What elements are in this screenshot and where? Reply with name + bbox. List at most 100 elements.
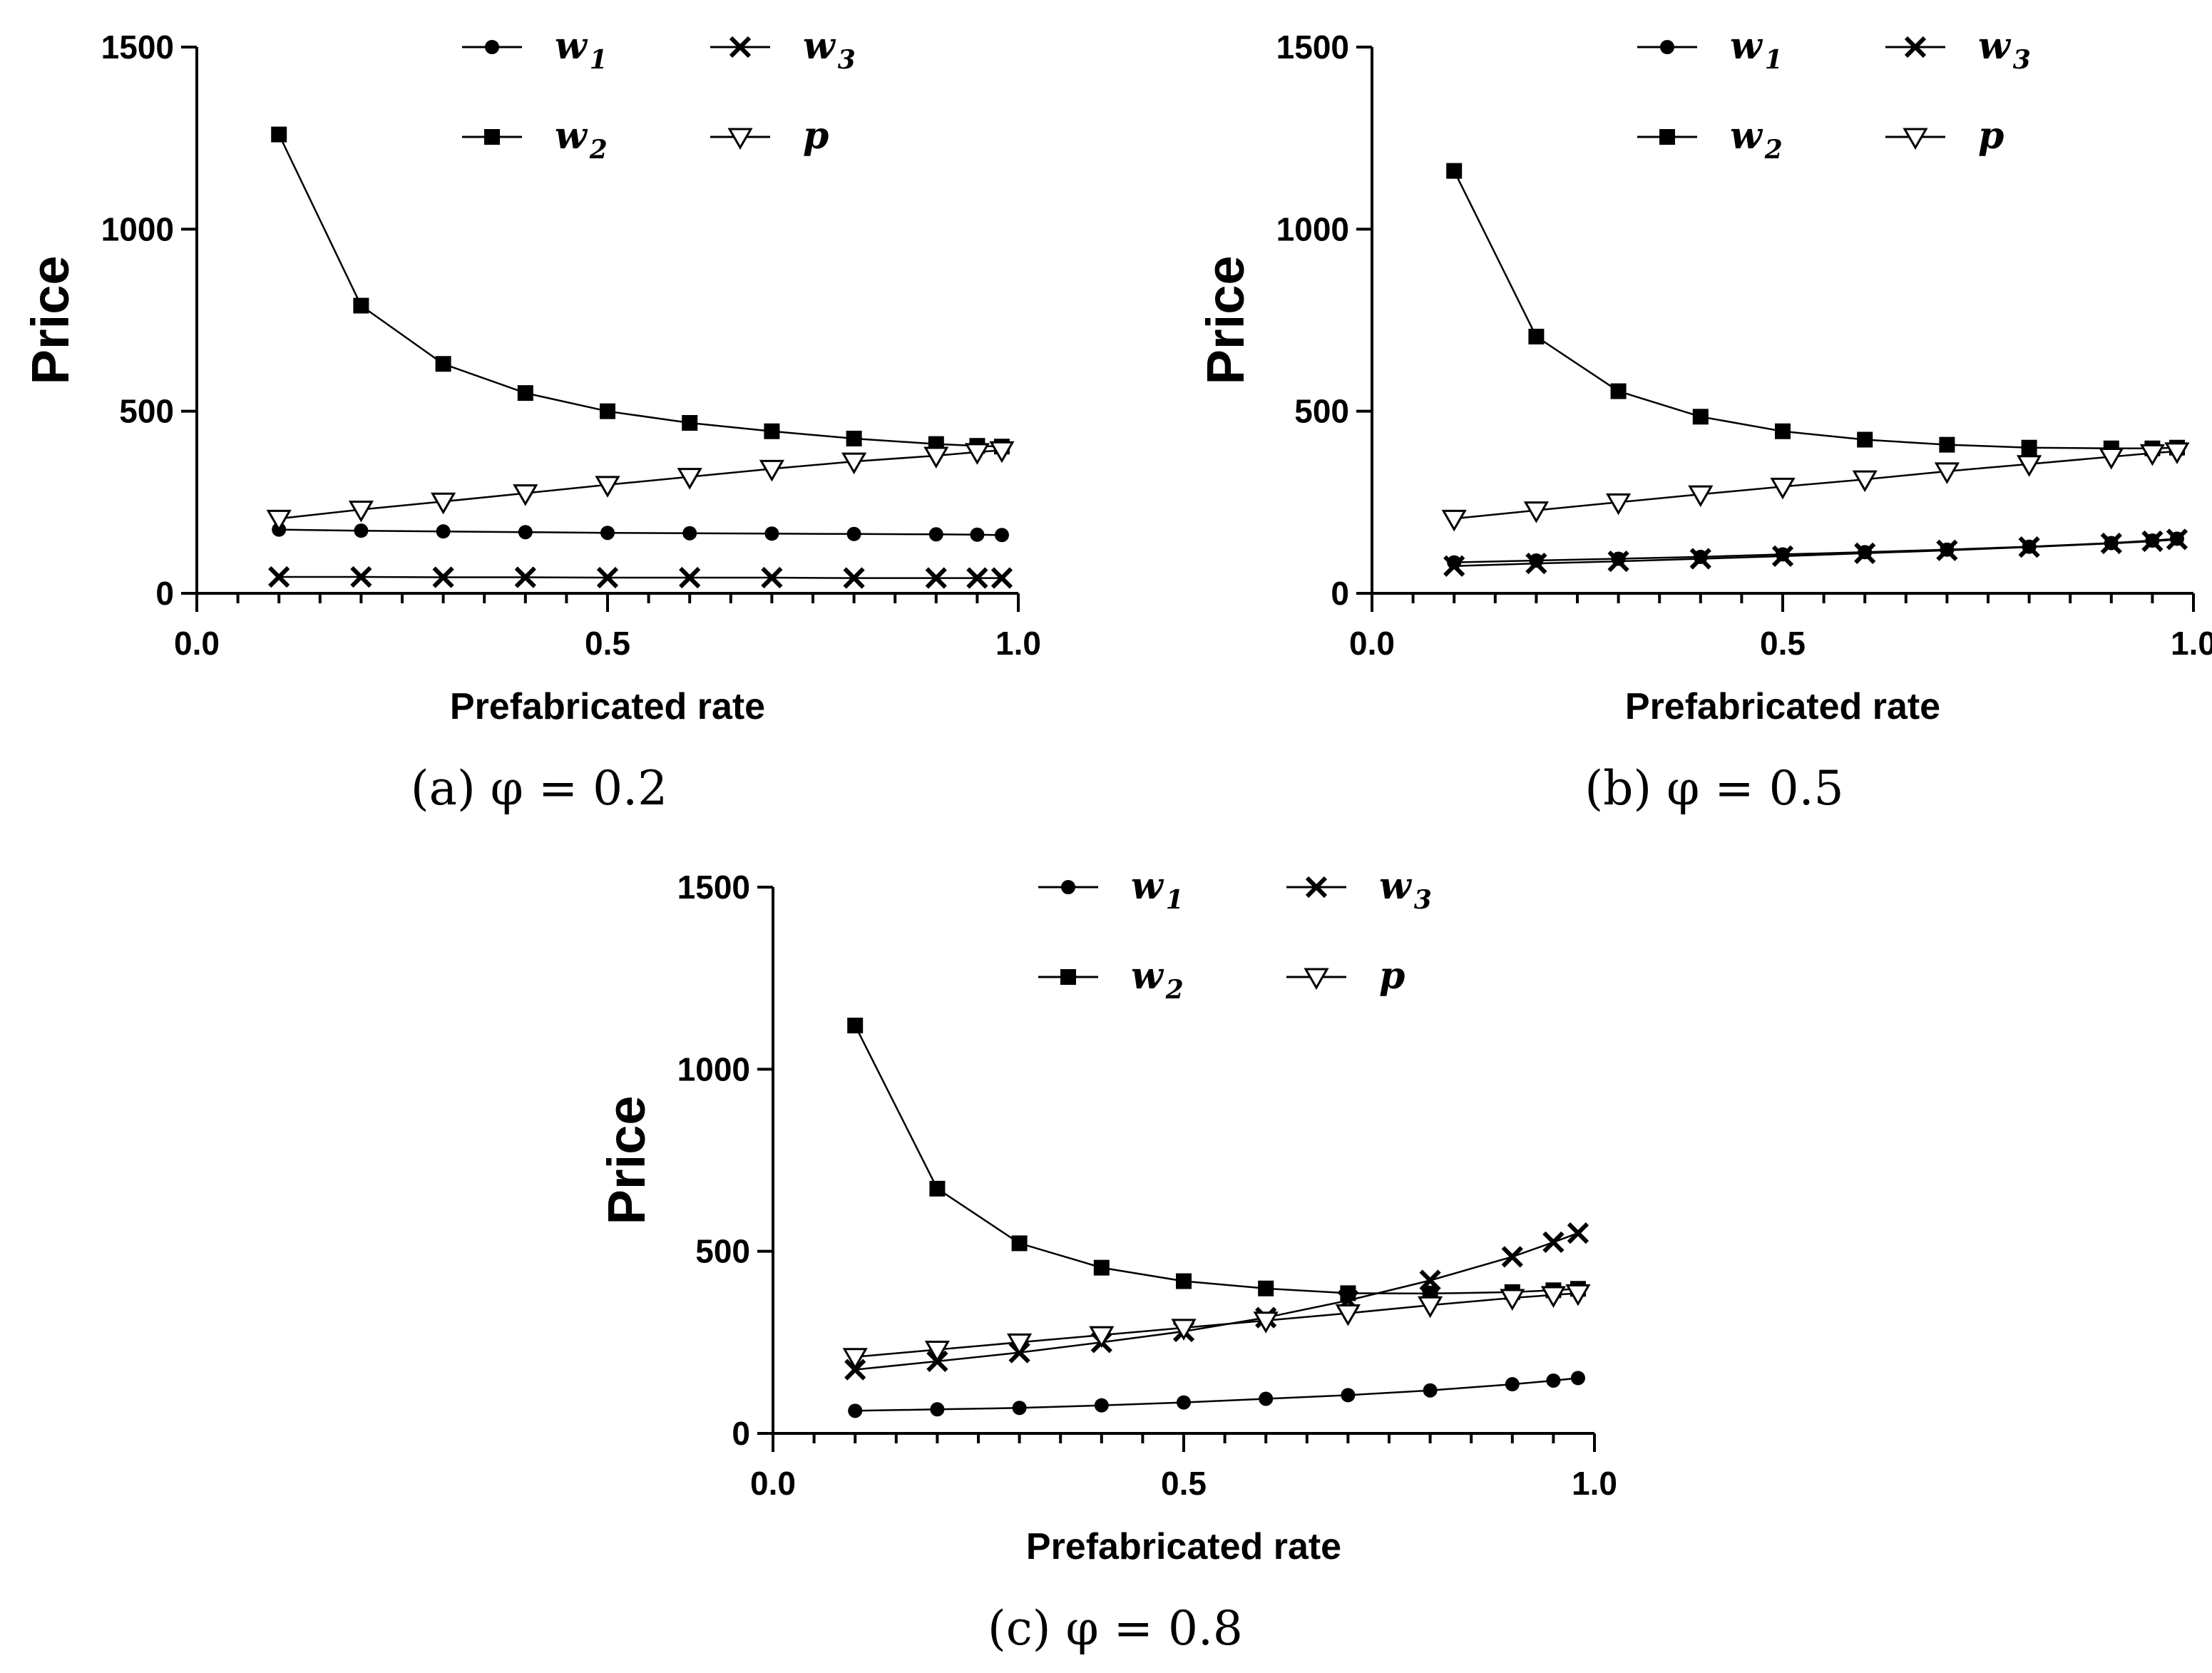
x-tick-label: 0.0 (174, 625, 220, 662)
data-point (1441, 509, 1467, 532)
data-point (518, 525, 533, 540)
x-tick-label: 0.0 (750, 1465, 796, 1502)
y-tick-label: 0 (155, 575, 174, 612)
y-axis-title: Price (597, 1095, 656, 1224)
series-w2 (847, 1018, 1586, 1301)
data-point (436, 524, 451, 539)
data-point (764, 526, 779, 541)
data-point (513, 484, 538, 506)
data-point (1606, 493, 1632, 516)
x-tick-label: 0.0 (1349, 625, 1395, 662)
x-axis-title: Prefabricated rate (1625, 686, 1940, 727)
data-point (1939, 436, 1955, 453)
data-point (1093, 1259, 1110, 1276)
data-point (1177, 1395, 1191, 1410)
data-point (1542, 1231, 1565, 1254)
data-point (1857, 431, 1873, 448)
data-point (923, 446, 949, 469)
y-tick-label: 500 (695, 1233, 750, 1270)
data-point (1692, 409, 1709, 425)
y-tick-label: 1000 (101, 210, 174, 247)
legend-marker (485, 40, 499, 54)
legend-marker (1305, 876, 1328, 899)
panel-caption: (c) φ = 0.8 (988, 1601, 1243, 1656)
legend: w 1 w 2 w 3 p (462, 24, 856, 165)
y-tick-label: 0 (732, 1415, 750, 1452)
data-point (843, 567, 865, 589)
data-point (1852, 470, 1878, 493)
data-point (1258, 1280, 1274, 1296)
data-point (432, 566, 454, 588)
data-point (595, 476, 620, 498)
series-w1 (848, 1371, 1585, 1418)
data-point (2100, 532, 2122, 555)
data-point (930, 1402, 945, 1417)
data-point (1501, 1246, 1523, 1268)
y-tick-label: 1500 (101, 29, 174, 66)
y-tick-label: 1000 (1276, 210, 1349, 247)
data-point (2139, 444, 2165, 466)
data-point (682, 415, 698, 431)
y-tick-label: 1500 (677, 869, 750, 906)
legend-item: p (710, 114, 829, 158)
x-tick-label: 0.5 (585, 625, 630, 662)
data-point (1007, 1333, 1033, 1356)
data-point (271, 126, 287, 143)
data-point (1446, 163, 1463, 179)
data-point (435, 356, 451, 372)
data-point (266, 509, 292, 532)
legend-item: p (1885, 114, 2004, 158)
data-point (1011, 1235, 1028, 1252)
data-point (268, 566, 290, 588)
legend-label: p (1379, 954, 1405, 998)
chart-panel-c: 0 500 1000 1500 0.0 0.5 1.0 Prefabricated rate P… (597, 864, 1617, 1656)
y-tick-label: 500 (119, 393, 174, 430)
data-point (2017, 455, 2042, 477)
data-point (1423, 1383, 1438, 1398)
series-w2 (1446, 163, 2185, 456)
data-point (2141, 530, 2164, 553)
y-axis-title: Price (21, 255, 80, 384)
data-point (759, 459, 784, 482)
data-point (2166, 528, 2188, 551)
data-point (2164, 442, 2190, 464)
legend-marker (1660, 40, 1674, 54)
legend-label: p (1978, 114, 2004, 158)
series-line (279, 528, 1003, 536)
data-point (929, 1180, 946, 1197)
data-point (846, 526, 861, 541)
data-point (964, 443, 990, 465)
data-point (1418, 1296, 1443, 1319)
data-point (1567, 1222, 1589, 1244)
data-point (1341, 1388, 1356, 1403)
series-line (1453, 170, 2178, 450)
data-point (1546, 1373, 1561, 1388)
data-point (1610, 383, 1627, 399)
data-point (1528, 328, 1545, 344)
legend-marker (1304, 968, 1329, 991)
data-point (600, 403, 615, 419)
panel-caption: (a) φ = 0.2 (411, 761, 667, 816)
data-point (1171, 1319, 1197, 1341)
legend-marker (484, 129, 500, 145)
data-point (1012, 1401, 1027, 1416)
data-point (990, 567, 1013, 589)
y-tick-label: 0 (1331, 575, 1349, 612)
chart-panel-a: 0 500 1000 1500 0.0 0.5 1.0 Prefabricated rate P… (21, 24, 1041, 816)
data-point (1689, 548, 1711, 570)
series-w2 (271, 126, 1010, 455)
data-point (966, 567, 988, 589)
x-tick-label: 1.0 (995, 625, 1041, 662)
